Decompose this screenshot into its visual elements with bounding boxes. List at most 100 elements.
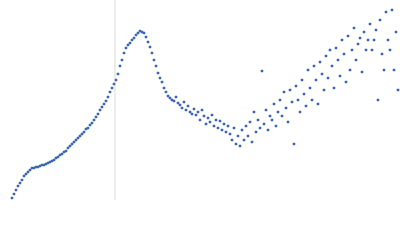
data-point: [64, 149, 68, 153]
data-point: [258, 126, 262, 130]
data-point: [312, 64, 316, 68]
data-point: [256, 118, 260, 122]
data-point: [386, 38, 390, 42]
data-point: [384, 10, 388, 14]
data-point: [210, 113, 214, 117]
data-point: [376, 98, 380, 102]
data-point: [380, 52, 384, 56]
data-point: [264, 108, 268, 112]
data-point: [230, 138, 234, 142]
data-point: [294, 84, 298, 88]
data-point: [390, 8, 394, 12]
data-point: [134, 33, 138, 37]
data-point: [92, 118, 96, 122]
data-point: [176, 101, 180, 105]
data-point: [168, 96, 172, 100]
data-point: [76, 136, 80, 140]
chart: [10, 0, 400, 200]
data-point: [272, 102, 276, 106]
data-point: [232, 126, 236, 130]
data-point: [332, 86, 336, 90]
data-point: [184, 108, 188, 112]
data-point: [352, 26, 356, 30]
data-point: [28, 168, 32, 172]
data-point: [196, 110, 200, 114]
data-point: [330, 64, 334, 68]
data-point: [356, 42, 360, 46]
data-point: [252, 110, 256, 114]
data-point: [166, 94, 170, 98]
data-point: [12, 192, 16, 196]
data-point: [238, 144, 242, 148]
data-point: [308, 86, 312, 90]
data-point: [224, 130, 228, 134]
data-point: [190, 112, 194, 116]
data-point: [116, 72, 120, 76]
data-point: [268, 114, 272, 118]
data-point: [104, 99, 108, 103]
data-point: [350, 48, 354, 52]
data-point: [162, 86, 166, 90]
data-point: [302, 92, 306, 96]
data-point: [186, 104, 190, 108]
data-point: [266, 128, 270, 132]
page: {"chart_data": {"type": "scatter", "colo…: [10, 0, 400, 200]
data-point: [310, 98, 314, 102]
data-point: [194, 113, 198, 117]
data-point: [30, 166, 34, 170]
data-point: [336, 58, 340, 62]
data-point: [290, 100, 294, 104]
data-point: [222, 122, 226, 126]
data-point: [214, 118, 218, 122]
data-point: [10, 196, 14, 200]
data-point: [276, 110, 280, 114]
data-point: [270, 118, 274, 122]
data-point: [284, 106, 288, 110]
data-point: [96, 112, 100, 116]
data-point: [366, 38, 370, 42]
data-point: [148, 45, 152, 49]
data-point: [70, 142, 74, 146]
data-point: [344, 80, 348, 84]
data-point: [152, 58, 156, 62]
data-point: [94, 115, 98, 119]
data-point: [360, 70, 364, 74]
data-point: [246, 134, 250, 138]
data-point: [52, 158, 56, 162]
data-point: [18, 181, 22, 185]
data-point: [146, 40, 150, 44]
data-point: [40, 163, 44, 167]
data-point: [244, 124, 248, 128]
data-point: [154, 64, 158, 68]
data-point: [68, 144, 72, 148]
data-point: [242, 138, 246, 142]
data-point: [182, 100, 186, 104]
data-point: [306, 68, 310, 72]
data-point: [56, 155, 60, 159]
data-point: [362, 30, 366, 34]
data-point: [112, 82, 116, 86]
data-point: [388, 48, 392, 52]
data-point: [88, 123, 92, 127]
data-point: [236, 134, 240, 138]
data-point: [160, 80, 164, 84]
data-point: [202, 114, 206, 118]
data-point: [218, 119, 222, 123]
data-point: [72, 140, 76, 144]
data-point: [234, 142, 238, 146]
data-point: [364, 48, 368, 52]
data-point: [150, 51, 154, 55]
data-point: [128, 41, 132, 45]
data-point: [90, 121, 94, 125]
data-point: [200, 108, 204, 112]
data-point: [326, 76, 330, 80]
data-point: [314, 78, 318, 82]
data-point: [262, 122, 266, 126]
data-point: [178, 103, 182, 107]
data-point: [322, 88, 326, 92]
data-point: [378, 18, 382, 22]
data-point: [22, 174, 26, 178]
data-point: [24, 172, 28, 176]
data-point: [374, 28, 378, 32]
data-point: [126, 43, 130, 47]
